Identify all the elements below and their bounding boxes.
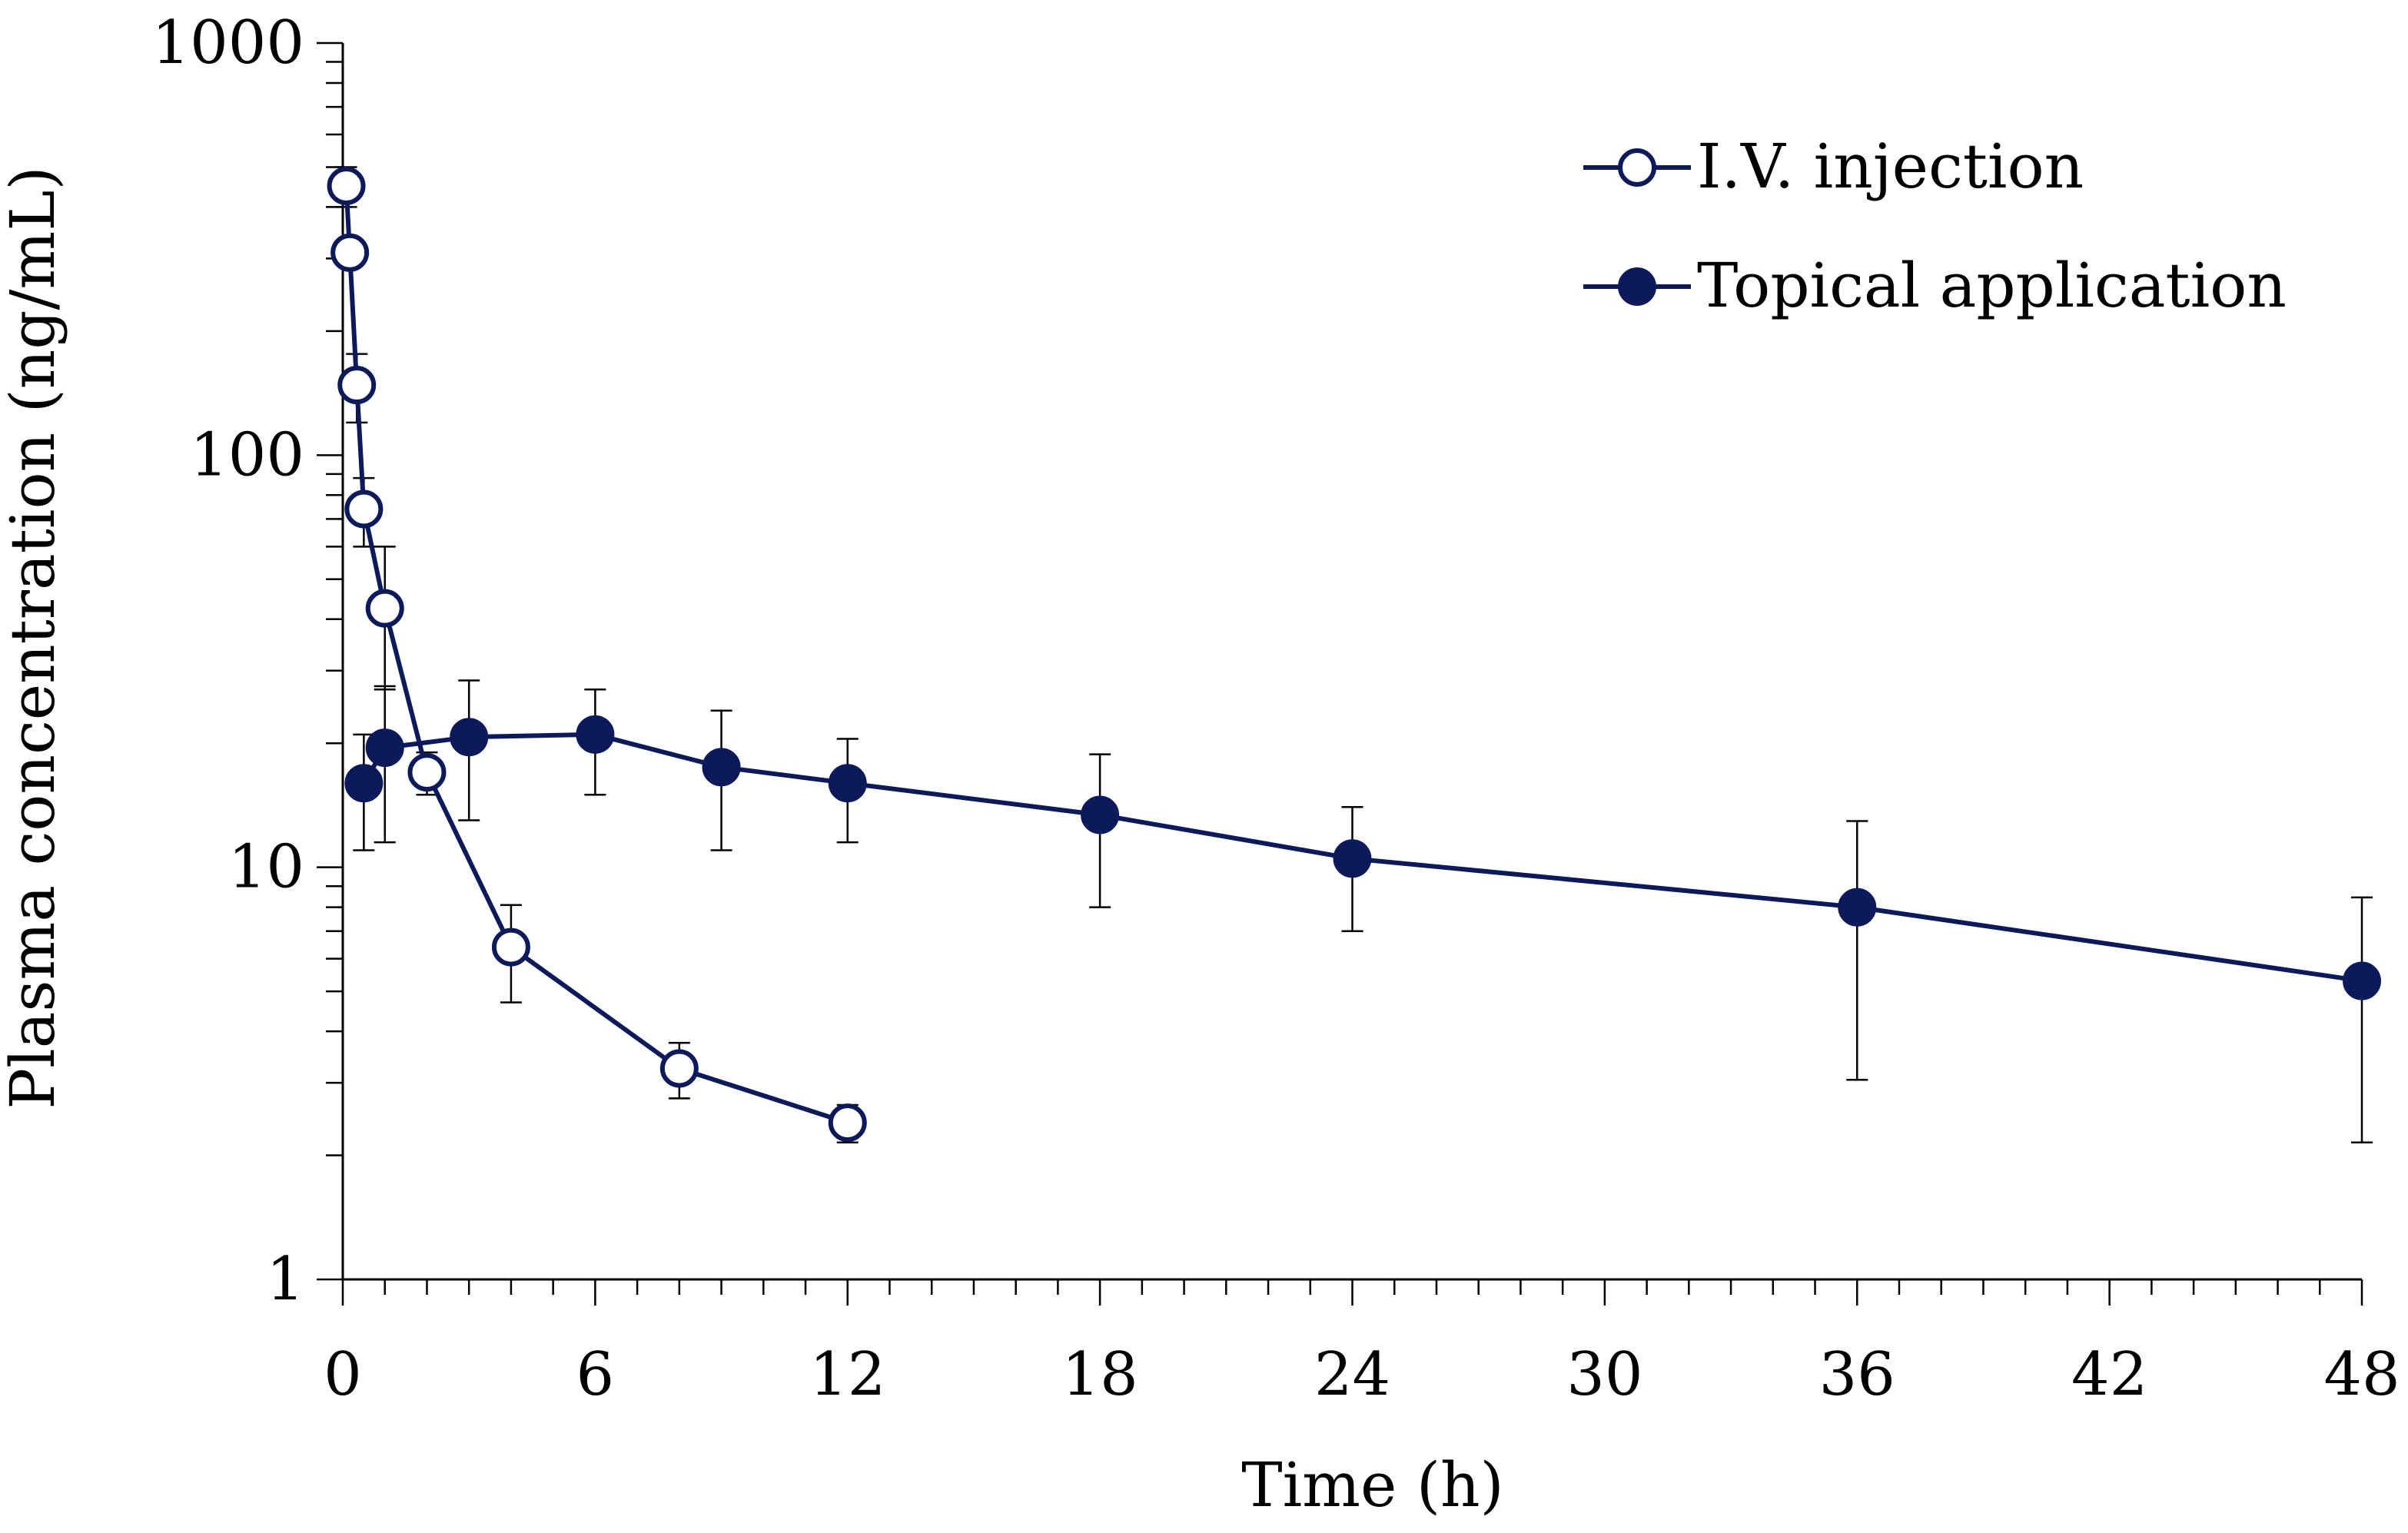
data-point [1081, 795, 1120, 835]
data-point [365, 728, 404, 768]
x-tick-label: 36 [1819, 1340, 1895, 1409]
x-tick-label: 42 [2071, 1340, 2147, 1409]
x-tick-label: 18 [1061, 1340, 1138, 1409]
data-point [576, 715, 615, 754]
data-point [344, 764, 384, 803]
tick-marks [317, 41, 2363, 1306]
tick-labels: 1 10 100 1000 0 6 12 18 24 30 36 42 48 [151, 8, 2400, 1409]
x-tick-label: 6 [576, 1340, 615, 1409]
y-tick-label: 100 [190, 420, 304, 489]
x-tick-label: 30 [1566, 1340, 1642, 1409]
data-point [702, 748, 741, 787]
legend-open-circle-icon [1618, 148, 1656, 187]
data-point [344, 489, 384, 529]
x-tick-label: 24 [1314, 1340, 1390, 1409]
legend-filled-circle-icon [1618, 267, 1656, 306]
data-point [659, 1049, 699, 1088]
series-topical-application [344, 679, 2381, 1143]
legend-label: Topical application [1697, 250, 2287, 321]
x-axis-title: Time (h) [1241, 1449, 1504, 1521]
y-tick-label: 1000 [151, 8, 304, 78]
y-axis-title: Plasma concentration (ng/mL) [0, 166, 68, 1109]
data-point [2343, 961, 2381, 1000]
legend-label: I.V. injection [1697, 131, 2084, 202]
series [327, 166, 2381, 1143]
series-iv-injection [327, 166, 867, 1143]
series-line [361, 732, 2363, 984]
data-point [491, 927, 530, 967]
x-tick-label: 0 [324, 1340, 362, 1409]
legend-item: Topical application [1583, 250, 2287, 321]
legend-item: I.V. injection [1583, 131, 2084, 202]
y-tick-label: 10 [228, 833, 304, 902]
x-tick-label: 48 [2323, 1340, 2400, 1409]
data-point [450, 718, 489, 757]
data-point [330, 233, 370, 272]
data-point [337, 366, 377, 405]
y-tick-label: 1 [266, 1245, 304, 1314]
error-bar [1846, 820, 1868, 1081]
data-point [407, 753, 447, 792]
series-line [344, 185, 849, 1125]
data-point [365, 589, 404, 628]
data-point [828, 764, 867, 803]
error-bar [2351, 896, 2373, 1143]
data-point [828, 1103, 867, 1143]
legend: I.V. injection Topical application [1583, 131, 2287, 321]
data-point [1333, 839, 1372, 878]
axes [341, 43, 2362, 1281]
data-point [1838, 888, 1877, 927]
x-tick-label: 12 [809, 1340, 885, 1409]
data-point [327, 166, 366, 205]
